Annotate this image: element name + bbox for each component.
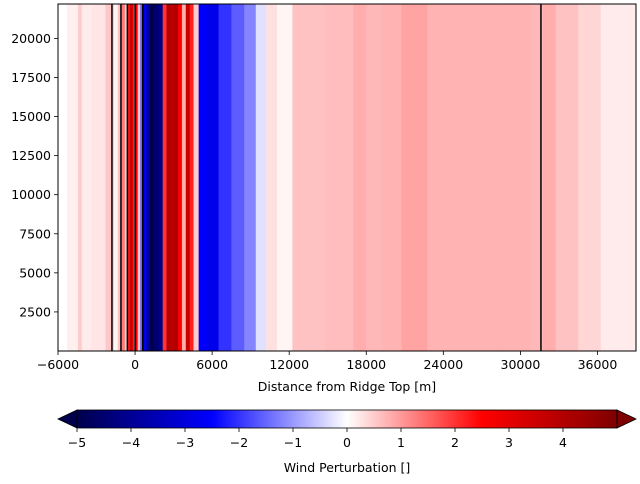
colorbar-tick-label: −4: [122, 435, 140, 450]
heatmap-band: [66, 4, 79, 351]
heatmap-band: [427, 4, 464, 351]
heatmap-band: [91, 4, 107, 351]
heatmap-band: [117, 4, 123, 351]
heatmap-band: [170, 4, 175, 351]
heatmap-band: [178, 4, 183, 351]
heatmap-band: [266, 4, 278, 351]
heatmap-band: [105, 4, 115, 351]
x-axis-label: Distance from Ridge Top [m]: [258, 379, 436, 394]
plot-frame: [57, 3, 637, 352]
heatmap-band: [542, 4, 557, 351]
heatmap-band: [555, 4, 579, 351]
heatmap-band: [207, 4, 220, 351]
colorbar-extend-high: [616, 409, 637, 429]
heatmap-band: [255, 4, 267, 351]
colorbar-tick-label: −2: [230, 435, 248, 450]
heatmap-band: [623, 4, 636, 351]
heatmap-band: [153, 4, 159, 351]
heatmap-band: [353, 4, 367, 351]
heatmap-band: [324, 4, 355, 351]
heatmap-band: [113, 4, 119, 351]
heatmap-band: [121, 4, 126, 351]
heatmap-band: [181, 4, 187, 351]
x-tick-label: 24000: [423, 357, 463, 372]
heatmap-band: [401, 4, 428, 351]
contour-lines: [111, 4, 542, 351]
heatmap-band: [143, 4, 148, 351]
heatmap-band: [198, 4, 208, 351]
heatmap-band: [77, 4, 83, 351]
x-tick-label: 6000: [196, 357, 228, 372]
colorbar-tick-label: 0: [343, 435, 351, 450]
heatmap-band: [158, 4, 164, 351]
heatmap-band: [137, 4, 141, 351]
colorbar-extend-low: [57, 409, 78, 429]
colorbar-tick-label: 2: [451, 435, 459, 450]
heatmap-band: [501, 4, 531, 351]
x-tick-label: 36000: [578, 357, 618, 372]
y-tick-label: 2500: [19, 304, 51, 319]
colorbar-tick-label: 1: [397, 435, 405, 450]
heatmap-band: [366, 4, 383, 351]
colorbar-tick-label: 3: [505, 435, 513, 450]
heatmap-band: [127, 4, 131, 351]
heatmap-band: [162, 4, 168, 351]
y-tick-label: 17500: [11, 70, 51, 85]
heatmap-band: [193, 4, 200, 351]
y-axis-ticks: 2500 5000 7500 10000 12500 15000 17500 20000: [11, 31, 58, 319]
y-tick-label: 12500: [11, 148, 51, 163]
colorbar-body: [77, 410, 617, 428]
heatmap-band: [189, 4, 195, 351]
heatmap-band: [166, 4, 171, 351]
y-tick-label: 20000: [11, 31, 51, 46]
heatmap-band: [149, 4, 155, 351]
heatmap-band: [218, 4, 232, 351]
heatmap-band: [462, 4, 502, 351]
colorbar-label: Wind Perturbation []: [284, 460, 411, 475]
colorbar-tick-label: −3: [176, 435, 194, 450]
heatmap-band: [244, 4, 257, 351]
heatmap-band: [124, 4, 128, 351]
colorbar-tick-label: 4: [559, 435, 567, 450]
colorbar-tick-label: −1: [284, 435, 302, 450]
y-tick-label: 7500: [19, 226, 51, 241]
colorbar-tick-label: −5: [68, 435, 86, 450]
heatmap-band: [135, 4, 139, 351]
x-tick-label: −6000: [37, 357, 79, 372]
heatmap-band: [382, 4, 403, 351]
heatmap-band: [231, 4, 245, 351]
heatmap-band: [578, 4, 602, 351]
heatmap-band: [174, 4, 179, 351]
y-tick-label: 15000: [11, 109, 51, 124]
x-tick-label: 12000: [269, 357, 309, 372]
x-tick-label: 0: [131, 357, 139, 372]
colorbar-ticks: −5 −4 −3 −2 −1 0 1 2 3 4: [68, 428, 567, 450]
heatmap-band: [131, 4, 135, 351]
heatmap-field: [58, 4, 636, 351]
x-tick-label: 18000: [346, 357, 386, 372]
heatmap-band: [146, 4, 151, 351]
heatmap-band: [129, 4, 133, 351]
y-tick-label: 5000: [19, 265, 51, 280]
x-tick-label: 30000: [501, 357, 541, 372]
heatmap-band: [58, 4, 68, 351]
heatmap-band: [277, 4, 294, 351]
heatmap-band: [185, 4, 191, 351]
heatmap-band: [600, 4, 624, 351]
y-tick-label: 10000: [11, 187, 51, 202]
heatmap-band: [81, 4, 92, 351]
heatmap-band: [530, 4, 544, 351]
x-axis-ticks: −6000 0 6000 12000 18000 24000 30000 36000: [37, 351, 618, 372]
heatmap-band: [292, 4, 326, 351]
